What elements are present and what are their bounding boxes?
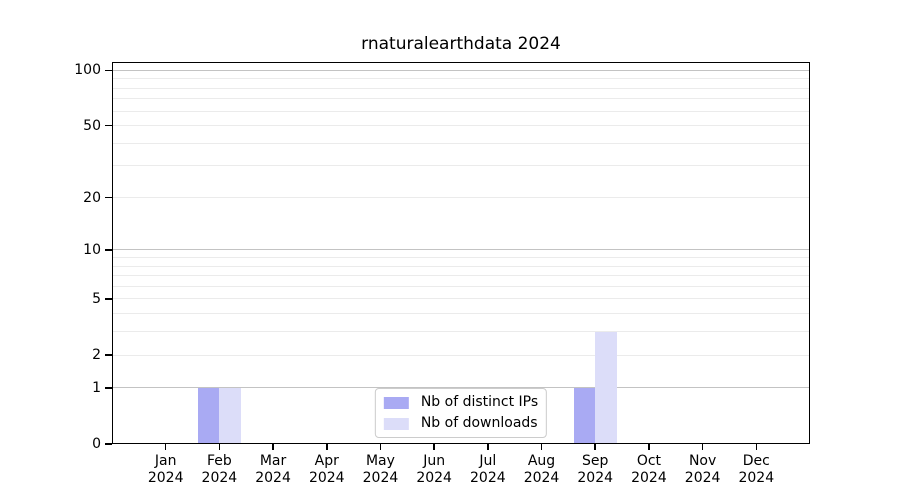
x-tick-year: 2024 bbox=[201, 470, 238, 486]
x-tick-label: Feb 2024 bbox=[187, 453, 251, 487]
y-tick-label: 5 bbox=[92, 290, 101, 307]
x-tick-month: Dec bbox=[742, 453, 770, 469]
x-tick-mark bbox=[648, 444, 650, 450]
x-tick-mark bbox=[540, 444, 543, 450]
gridline-minor bbox=[112, 142, 810, 144]
x-tick-month: Feb bbox=[206, 453, 232, 469]
x-tick-label: Nov 2024 bbox=[671, 453, 735, 487]
bar-downloads-feb bbox=[219, 387, 241, 444]
gridline-minor bbox=[112, 265, 810, 267]
x-tick-label: Jan 2024 bbox=[134, 453, 198, 487]
gridline-minor bbox=[112, 87, 810, 89]
y-tick-mark bbox=[105, 354, 112, 356]
x-tick-year: 2024 bbox=[470, 470, 506, 486]
x-tick-label: Oct 2024 bbox=[617, 453, 681, 487]
gridline-minor bbox=[112, 165, 810, 167]
x-tick-year: 2024 bbox=[523, 470, 560, 486]
x-tick-label: Apr 2024 bbox=[295, 453, 359, 487]
x-tick-mark bbox=[755, 444, 758, 450]
x-tick-label: Jul 2024 bbox=[456, 453, 520, 487]
bar-distinct-ips-sep bbox=[573, 387, 596, 444]
x-tick-year: 2024 bbox=[577, 470, 614, 486]
x-tick-year: 2024 bbox=[738, 470, 775, 486]
legend-swatch-distinct-ips bbox=[383, 396, 409, 409]
y-tick-label: 50 bbox=[83, 117, 101, 134]
x-tick-mark bbox=[594, 444, 596, 450]
y-tick-label: 0 bbox=[92, 436, 101, 452]
gridline-minor bbox=[112, 285, 810, 287]
x-tick-year: 2024 bbox=[631, 470, 667, 486]
legend-swatch-downloads bbox=[383, 417, 409, 430]
y-tick-label: 1 bbox=[92, 379, 101, 396]
bar-distinct-ips-feb bbox=[197, 387, 220, 444]
x-tick-year: 2024 bbox=[362, 470, 399, 486]
x-tick-month: Nov bbox=[688, 453, 717, 469]
y-tick-label: 100 bbox=[74, 62, 101, 79]
legend-item-distinct-ips: Nb of distinct IPs bbox=[383, 394, 539, 411]
y-tick-mark bbox=[105, 443, 112, 445]
x-tick-mark bbox=[487, 444, 489, 450]
x-tick-label: Sep 2024 bbox=[563, 453, 627, 487]
y-tick-mark bbox=[105, 69, 112, 72]
x-tick-year: 2024 bbox=[147, 470, 184, 486]
y-tick-mark bbox=[105, 387, 112, 389]
plot-area: Nb of distinct IPs Nb of downloads bbox=[112, 62, 810, 444]
gridline-minor bbox=[112, 354, 810, 356]
y-tick-mark bbox=[105, 124, 112, 127]
x-tick-mark bbox=[272, 444, 274, 450]
x-tick-mark bbox=[326, 444, 328, 450]
gridline-minor bbox=[112, 125, 810, 127]
y-tick-mark bbox=[105, 249, 112, 251]
gridline-minor bbox=[112, 98, 810, 100]
x-tick-month: Apr bbox=[314, 453, 339, 469]
legend: Nb of distinct IPs Nb of downloads bbox=[374, 388, 548, 438]
y-tick-mark bbox=[105, 196, 112, 199]
x-tick-month: Jan bbox=[154, 453, 177, 469]
chart-title: rnaturalearthdata 2024 bbox=[361, 34, 561, 54]
x-tick-mark bbox=[379, 444, 382, 450]
x-tick-label: Aug 2024 bbox=[510, 453, 574, 487]
gridline-minor bbox=[112, 78, 810, 80]
legend-label-downloads: Nb of downloads bbox=[420, 415, 538, 431]
x-tick-year: 2024 bbox=[416, 470, 452, 486]
gridline-minor bbox=[112, 313, 810, 315]
y-tick-label: 20 bbox=[83, 189, 101, 206]
gridline-minor bbox=[112, 197, 810, 199]
x-tick-label: May 2024 bbox=[348, 453, 412, 487]
gridline-minor bbox=[112, 331, 810, 333]
x-tick-year: 2024 bbox=[255, 470, 291, 486]
x-tick-year: 2024 bbox=[684, 470, 721, 486]
x-tick-month: Jun bbox=[423, 453, 446, 469]
x-tick-month: May bbox=[365, 453, 395, 469]
gridline-major bbox=[112, 69, 810, 71]
x-tick-month: Oct bbox=[636, 453, 662, 469]
x-tick-month: Mar bbox=[259, 453, 287, 469]
gridline-minor bbox=[112, 110, 810, 112]
legend-item-downloads: Nb of downloads bbox=[383, 415, 538, 432]
bar-downloads-sep bbox=[595, 331, 617, 444]
y-tick-label: 10 bbox=[83, 241, 101, 258]
x-tick-month: Aug bbox=[527, 453, 556, 469]
x-tick-month: Sep bbox=[582, 453, 609, 469]
x-tick-label: Mar 2024 bbox=[241, 453, 305, 487]
x-tick-mark bbox=[433, 444, 435, 450]
x-tick-mark bbox=[164, 444, 167, 450]
x-tick-label: Dec 2024 bbox=[724, 453, 788, 487]
y-tick-label: 2 bbox=[92, 347, 101, 364]
y-tick-mark bbox=[105, 298, 112, 300]
gridline-minor bbox=[112, 275, 810, 277]
gridline-major bbox=[112, 249, 810, 251]
gridline-minor bbox=[112, 298, 810, 300]
x-tick-mark bbox=[701, 444, 704, 450]
legend-label-distinct-ips: Nb of distinct IPs bbox=[420, 394, 539, 410]
x-tick-month: Jul bbox=[479, 453, 497, 469]
gridline-minor bbox=[112, 257, 810, 259]
x-tick-year: 2024 bbox=[308, 470, 345, 486]
x-tick-mark bbox=[218, 444, 221, 450]
gridline-major bbox=[112, 387, 810, 389]
x-tick-label: Jun 2024 bbox=[402, 453, 466, 487]
